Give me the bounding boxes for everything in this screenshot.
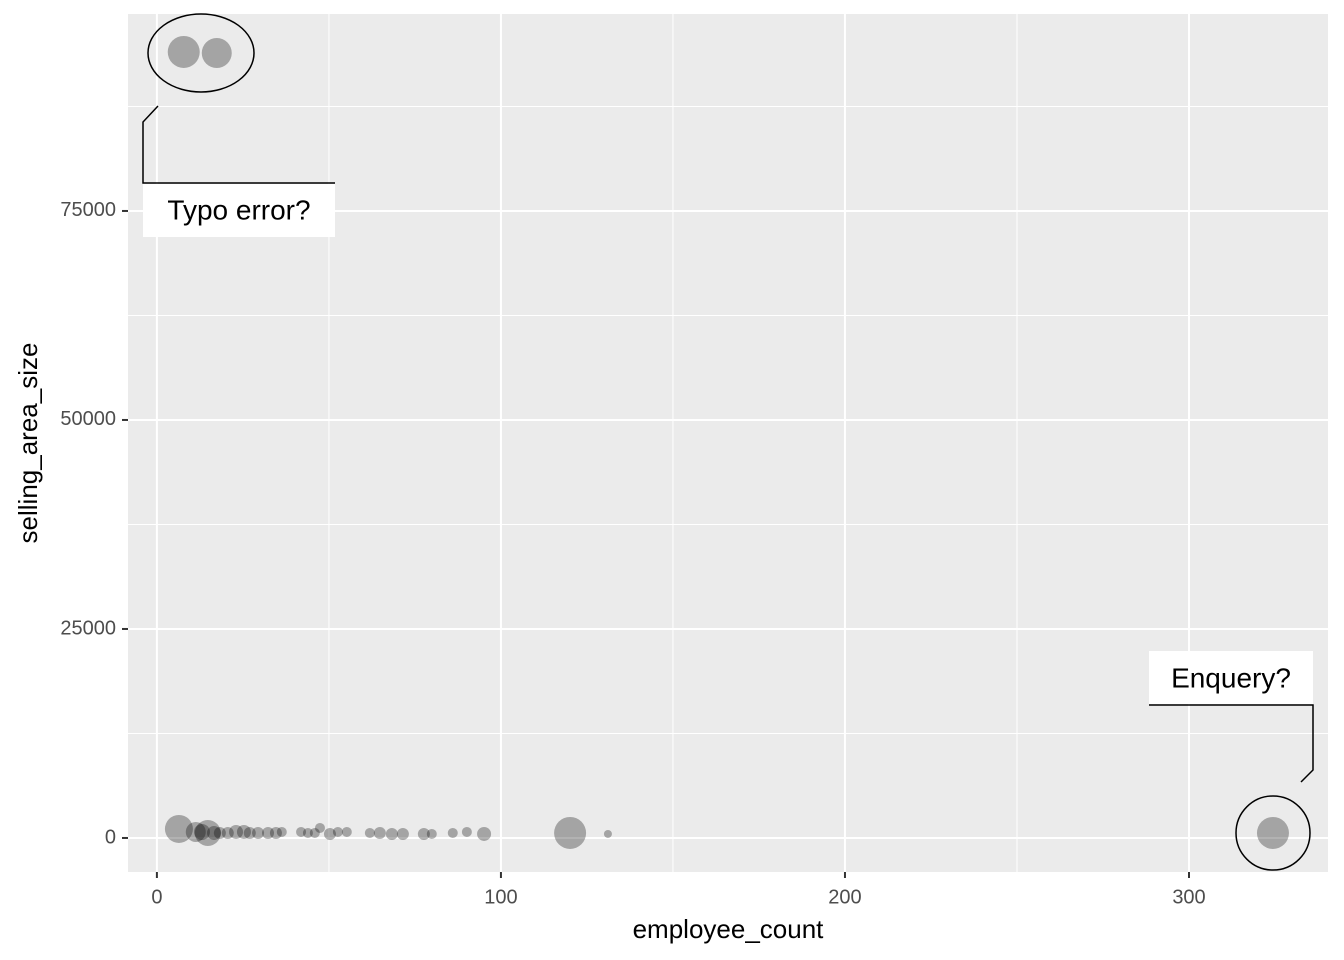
point [314,822,325,833]
point [185,821,206,842]
point [213,826,226,839]
point [276,826,287,837]
point [207,825,222,840]
y-tick-label: 75000 [60,199,116,221]
point [332,826,343,837]
annotation: Typo error? [167,194,310,225]
point [164,814,193,843]
point [309,827,320,838]
point [396,827,409,840]
point [364,827,375,838]
point [603,829,612,838]
connector [1149,704,1314,783]
point [417,827,430,840]
highlight-ellipse [147,13,255,93]
point [167,35,200,68]
y-tick-label: 25000 [60,617,116,639]
annotation: Enquery? [1171,662,1291,693]
point [323,827,336,840]
point [194,819,221,846]
point [554,816,587,849]
point [201,37,232,68]
label-box [1149,651,1313,704]
y-tick-label: 0 [105,826,116,848]
x-tick-label: 0 [151,886,162,908]
point [229,824,244,839]
panel [128,14,1328,872]
highlight-circle [1235,795,1311,871]
x-axis-title: employee_count [633,914,825,944]
x-tick-label: 100 [484,886,517,908]
label-box [143,184,335,237]
connector [142,105,335,184]
y-axis-title: selling_area_size [13,343,43,544]
points [164,35,1289,849]
point [262,826,275,839]
x-tick-label: 300 [1172,886,1205,908]
point [252,826,265,839]
point [243,826,256,839]
point [461,826,472,837]
annotations: Typo error? Enquery? [142,13,1314,871]
point [1256,816,1289,849]
point [385,827,398,840]
point [426,828,437,839]
grid [128,14,1328,872]
point [373,826,386,839]
point [302,827,313,838]
y-tick-label: 50000 [60,408,116,430]
point [193,823,210,840]
x-tick-label: 200 [828,886,861,908]
point [341,826,352,837]
point [269,826,282,839]
point [236,824,251,839]
point [296,826,307,837]
point [447,827,458,838]
point [477,826,492,841]
point [221,826,234,839]
